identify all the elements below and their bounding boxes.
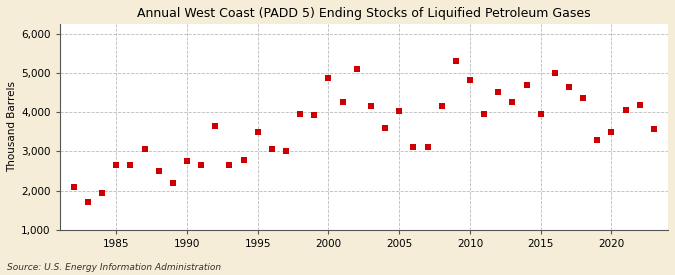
- Point: [564, 84, 574, 89]
- Point: [493, 90, 504, 94]
- Point: [252, 130, 263, 134]
- Point: [224, 163, 235, 167]
- Point: [139, 147, 150, 152]
- Point: [323, 75, 334, 80]
- Title: Annual West Coast (PADD 5) Ending Stocks of Liquified Petroleum Gases: Annual West Coast (PADD 5) Ending Stocks…: [137, 7, 591, 20]
- Point: [422, 145, 433, 150]
- Point: [281, 149, 292, 153]
- Point: [153, 169, 164, 173]
- Point: [196, 163, 207, 167]
- Point: [450, 59, 461, 63]
- Point: [267, 147, 277, 152]
- Point: [634, 103, 645, 108]
- Text: Source: U.S. Energy Information Administration: Source: U.S. Energy Information Administ…: [7, 263, 221, 272]
- Point: [309, 113, 320, 117]
- Point: [521, 83, 532, 88]
- Point: [125, 163, 136, 167]
- Point: [408, 145, 418, 150]
- Point: [606, 130, 617, 134]
- Point: [592, 138, 603, 142]
- Point: [479, 112, 489, 116]
- Point: [238, 158, 249, 162]
- Point: [535, 112, 546, 116]
- Point: [379, 126, 390, 130]
- Point: [578, 96, 589, 101]
- Point: [366, 104, 377, 108]
- Point: [68, 185, 79, 189]
- Point: [210, 124, 221, 128]
- Point: [97, 190, 107, 195]
- Point: [167, 180, 178, 185]
- Point: [338, 100, 348, 104]
- Point: [436, 104, 447, 108]
- Point: [82, 200, 93, 205]
- Point: [507, 100, 518, 104]
- Point: [394, 109, 404, 114]
- Y-axis label: Thousand Barrels: Thousand Barrels: [7, 81, 17, 172]
- Point: [352, 67, 362, 71]
- Point: [182, 159, 192, 163]
- Point: [549, 71, 560, 75]
- Point: [111, 163, 122, 167]
- Point: [464, 78, 475, 82]
- Point: [649, 127, 659, 131]
- Point: [295, 112, 306, 116]
- Point: [620, 108, 631, 112]
